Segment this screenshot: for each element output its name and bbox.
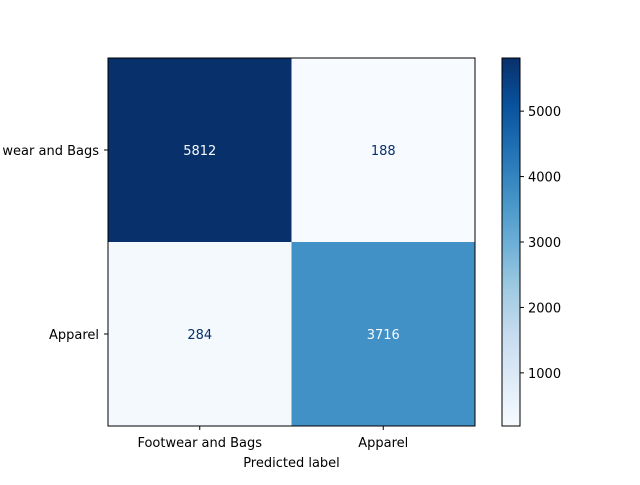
x-tick-label: Footwear and Bags bbox=[137, 436, 262, 451]
colorbar-tick-label: 2000 bbox=[528, 301, 561, 316]
colorbar-gradient bbox=[502, 58, 520, 426]
colorbar-tick-label: 1000 bbox=[528, 367, 561, 382]
heatmap-cell bbox=[108, 242, 292, 426]
x-tick-label: Apparel bbox=[358, 436, 408, 451]
axes: Footwear and Bags Apparel wear and Bags App… bbox=[2, 57, 476, 451]
heatmap-cells: 5812 188 284 3716 bbox=[108, 58, 475, 426]
y-tick-label: wear and Bags bbox=[2, 144, 99, 159]
heatmap-cell bbox=[108, 58, 292, 242]
cell-value-label: 3716 bbox=[367, 328, 400, 343]
cell-value-label: 5812 bbox=[183, 144, 216, 159]
plot-frame bbox=[107, 57, 476, 427]
colorbar-tick-label: 4000 bbox=[528, 171, 561, 186]
colorbar-tick-label: 3000 bbox=[528, 236, 561, 251]
colorbar-tick-label: 5000 bbox=[528, 105, 561, 120]
colorbar: 1000 2000 3000 4000 5000 bbox=[501, 57, 561, 427]
y-tick-label: Apparel bbox=[49, 328, 99, 343]
heatmap-cell bbox=[291, 58, 475, 242]
heatmap-cell bbox=[291, 242, 475, 426]
cell-value-label: 284 bbox=[187, 328, 212, 343]
cell-value-label: 188 bbox=[371, 144, 396, 159]
x-axis-label: Predicted label bbox=[243, 456, 340, 471]
